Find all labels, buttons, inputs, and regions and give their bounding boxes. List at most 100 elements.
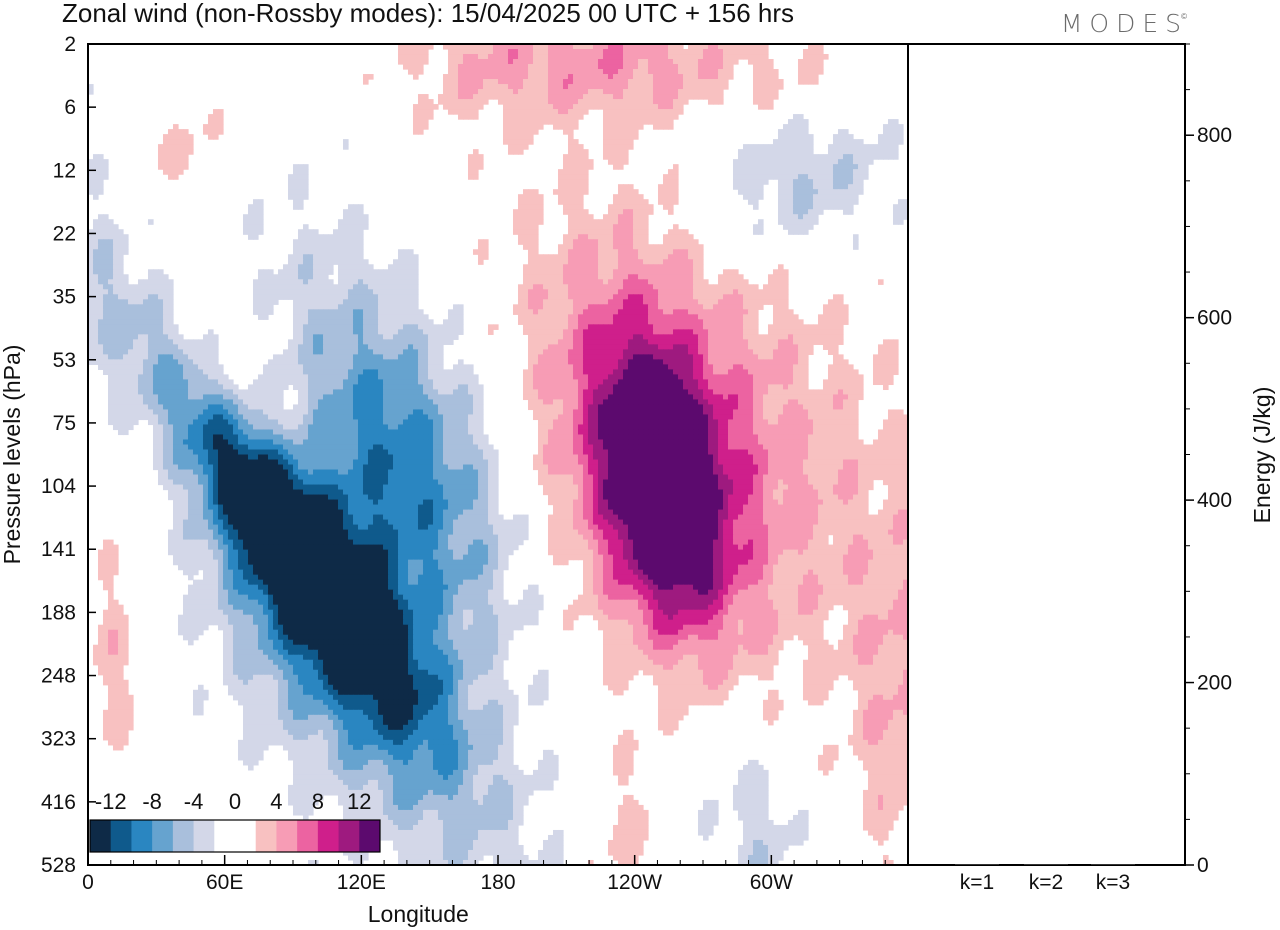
heatmap-cell xyxy=(548,104,554,110)
heatmap-cell xyxy=(618,164,624,170)
heatmap-cell xyxy=(613,359,619,365)
heatmap-cell xyxy=(168,299,174,305)
heatmap-cell xyxy=(583,379,589,386)
heatmap-cell xyxy=(623,319,629,325)
heatmap-cell xyxy=(803,74,809,80)
heatmap-cell xyxy=(648,84,654,90)
heatmap-cell xyxy=(338,334,344,340)
heatmap-cell xyxy=(673,89,679,95)
heatmap-cell xyxy=(583,254,589,260)
heatmap-cell xyxy=(118,259,124,265)
heatmap-cell xyxy=(343,229,349,235)
heatmap-cell xyxy=(818,154,824,160)
heatmap-cell xyxy=(578,114,584,120)
heatmap-cell xyxy=(548,269,554,275)
heatmap-cell xyxy=(378,364,384,370)
heatmap-cell xyxy=(498,49,504,55)
heatmap-cell xyxy=(603,114,609,120)
heatmap-cell xyxy=(613,369,619,376)
heatmap-cell xyxy=(468,364,474,370)
heatmap-cell xyxy=(578,89,584,95)
heatmap-cell xyxy=(553,349,559,355)
heatmap-cell xyxy=(623,159,629,165)
heatmap-cell xyxy=(448,44,454,50)
heatmap-cell xyxy=(113,319,119,325)
heatmap-cell xyxy=(838,204,844,210)
heatmap-cell xyxy=(163,354,169,360)
heatmap-cell xyxy=(623,199,629,205)
heatmap-cell xyxy=(113,299,119,305)
heatmap-cell xyxy=(568,89,574,95)
heatmap-cell xyxy=(758,364,764,370)
heatmap-cell xyxy=(723,369,729,376)
heatmap-cell xyxy=(283,374,289,381)
heatmap-cell xyxy=(708,309,714,315)
heatmap-cell xyxy=(813,79,819,85)
heatmap-cell xyxy=(658,374,664,381)
heatmap-cell xyxy=(313,344,319,350)
heatmap-cell xyxy=(143,284,149,290)
heatmap-cell xyxy=(538,114,544,120)
heatmap-cell xyxy=(393,264,399,270)
heatmap-cell xyxy=(748,159,754,165)
heatmap-cell xyxy=(893,354,899,360)
heatmap-cell xyxy=(513,139,519,145)
heatmap-cell xyxy=(263,379,269,386)
heatmap-cell xyxy=(778,159,784,165)
heatmap-cell xyxy=(383,344,389,350)
heatmap-cell xyxy=(538,214,544,220)
heatmap-cell xyxy=(438,99,444,105)
heatmap-cell xyxy=(653,374,659,381)
heatmap-cell xyxy=(178,359,184,365)
heatmap-cell xyxy=(88,304,94,310)
heatmap-cell xyxy=(88,189,94,195)
heatmap-cell xyxy=(593,369,599,376)
heatmap-cell xyxy=(583,354,589,360)
heatmap-cell xyxy=(833,304,839,310)
heatmap-cell xyxy=(588,99,594,105)
heatmap-cell xyxy=(393,349,399,355)
heatmap-cell xyxy=(148,334,154,340)
heatmap-cell xyxy=(813,194,819,200)
heatmap-cell xyxy=(703,354,709,360)
heatmap-cell xyxy=(313,349,319,355)
heatmap-cell xyxy=(313,374,319,381)
heatmap-cell xyxy=(788,144,794,150)
heatmap-cell xyxy=(158,284,164,290)
heatmap-cell xyxy=(123,274,129,280)
heatmap-cell xyxy=(203,124,209,130)
heatmap-cell xyxy=(168,144,174,150)
heatmap-cell xyxy=(93,279,99,285)
heatmap-cell xyxy=(343,364,349,370)
heatmap-cell xyxy=(698,274,704,280)
heatmap-cell xyxy=(343,314,349,320)
heatmap-cell xyxy=(803,139,809,145)
heatmap-cell xyxy=(688,364,694,370)
heatmap-cell xyxy=(98,274,104,280)
heatmap-cell xyxy=(783,219,789,225)
heatmap-cell xyxy=(613,259,619,265)
heatmap-cell xyxy=(538,279,544,285)
heatmap-cell xyxy=(458,304,464,310)
heatmap-cell xyxy=(568,359,574,365)
heatmap-cell xyxy=(603,144,609,150)
heatmap-cell xyxy=(633,214,639,220)
heatmap-cell xyxy=(703,304,709,310)
heatmap-cell xyxy=(573,369,579,376)
heatmap-cell xyxy=(368,369,374,376)
heatmap-cell xyxy=(413,349,419,355)
heatmap-cell xyxy=(798,359,804,365)
heatmap-cell xyxy=(408,49,414,55)
heatmap-cell xyxy=(773,364,779,370)
heatmap-cell xyxy=(128,314,134,320)
heatmap-cell xyxy=(648,339,654,345)
heatmap-cell xyxy=(143,299,149,305)
heatmap-cell xyxy=(358,309,364,315)
heatmap-cell xyxy=(718,324,724,330)
heatmap-cell xyxy=(558,79,564,85)
heatmap-cell xyxy=(648,344,654,350)
heatmap-cell xyxy=(398,264,404,270)
heatmap-cell xyxy=(118,269,124,275)
heatmap-cell xyxy=(698,44,704,50)
heatmap-cell xyxy=(793,174,799,180)
